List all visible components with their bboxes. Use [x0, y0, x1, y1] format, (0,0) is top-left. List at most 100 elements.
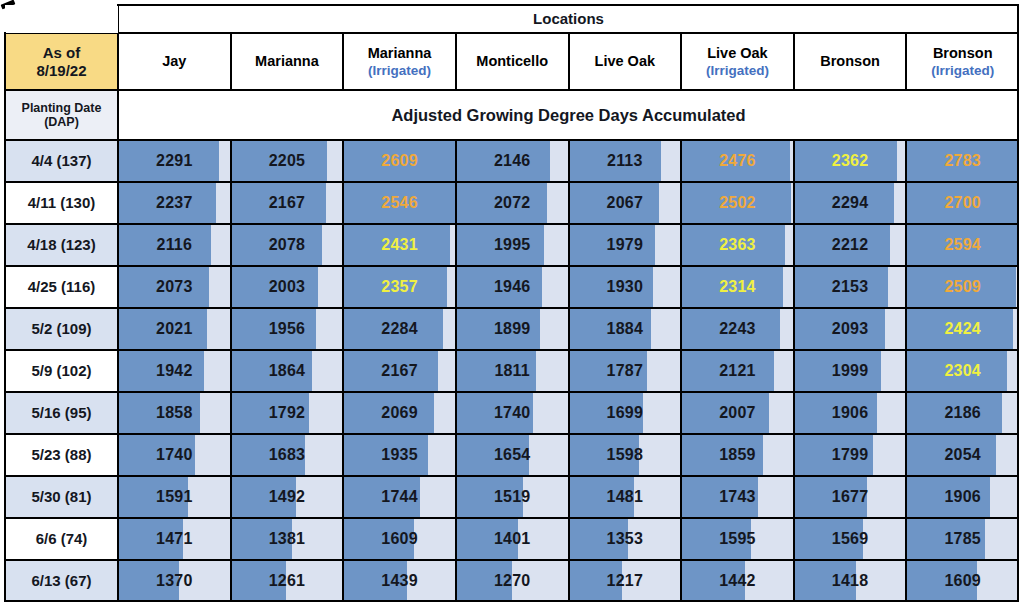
table-border-top: [117, 4, 1019, 6]
row-label: 5/2 (109): [5, 308, 118, 350]
data-cell: 1654: [456, 434, 569, 476]
data-cell: 2284: [343, 308, 456, 350]
data-cell: 2546: [343, 182, 456, 224]
adjusted-gdd-subtitle: Adjusted Growing Degree Days Accumulated: [118, 90, 1019, 140]
data-cell: 2021: [118, 308, 231, 350]
data-cell: 1787: [569, 350, 682, 392]
data-cell: 2146: [456, 140, 569, 182]
data-cell: 2509: [906, 266, 1019, 308]
data-cell: 2007: [681, 392, 794, 434]
data-cell: 1979: [569, 224, 682, 266]
data-cell: 1261: [231, 560, 344, 602]
data-cell: 1481: [569, 476, 682, 518]
data-cell: 2291: [118, 140, 231, 182]
data-cell: 2205: [231, 140, 344, 182]
data-cell: 2431: [343, 224, 456, 266]
data-cell: 1935: [343, 434, 456, 476]
data-cell: 1995: [456, 224, 569, 266]
data-cell: 1519: [456, 476, 569, 518]
row-label: 4/4 (137): [5, 140, 118, 182]
data-cell: 2700: [906, 182, 1019, 224]
data-cell: 2121: [681, 350, 794, 392]
data-cell: 1799: [794, 434, 907, 476]
data-cell: 2314: [681, 266, 794, 308]
data-cell: 1906: [906, 476, 1019, 518]
data-cell: 1353: [569, 518, 682, 560]
data-cell: 2502: [681, 182, 794, 224]
data-cell: 1370: [118, 560, 231, 602]
growing-degree-days-table: Locations As of 8/19/22 Jay Marianna Mar…: [5, 5, 1019, 602]
table-border-left: [4, 32, 6, 602]
data-cell: 2073: [118, 266, 231, 308]
data-cell: 1595: [681, 518, 794, 560]
data-cell: 2243: [681, 308, 794, 350]
data-cell: 1858: [118, 392, 231, 434]
row-label: 5/30 (81): [5, 476, 118, 518]
data-cell: 1699: [569, 392, 682, 434]
row-label: 6/6 (74): [5, 518, 118, 560]
table-border-right: [1017, 4, 1019, 602]
data-cell: 1899: [456, 308, 569, 350]
row-label: 4/11 (130): [5, 182, 118, 224]
data-cell: 1740: [456, 392, 569, 434]
data-cell: 2113: [569, 140, 682, 182]
data-cell: 1744: [343, 476, 456, 518]
as-of-date: 8/19/22: [36, 62, 86, 79]
table-border-bottom: [4, 600, 1019, 602]
data-cell: 2294: [794, 182, 907, 224]
data-cell: 1683: [231, 434, 344, 476]
data-cell: 1956: [231, 308, 344, 350]
column-header-live-oak: Live Oak: [569, 33, 682, 90]
data-cell: 1569: [794, 518, 907, 560]
data-cell: 2116: [118, 224, 231, 266]
locations-header: Locations: [118, 5, 1019, 33]
row-label: 5/16 (95): [5, 392, 118, 434]
data-cell: 1492: [231, 476, 344, 518]
data-cell: 1471: [118, 518, 231, 560]
gdd-table-page: Locations As of 8/19/22 Jay Marianna Mar…: [0, 0, 1024, 611]
data-cell: 1401: [456, 518, 569, 560]
data-cell: 2054: [906, 434, 1019, 476]
data-cell: 1270: [456, 560, 569, 602]
row-label: 5/23 (88): [5, 434, 118, 476]
data-cell: 1811: [456, 350, 569, 392]
data-cell: 1439: [343, 560, 456, 602]
data-cell: 2067: [569, 182, 682, 224]
data-cell: 1418: [794, 560, 907, 602]
data-cell: 1598: [569, 434, 682, 476]
data-cell: 2424: [906, 308, 1019, 350]
as-of-date-header: As of 8/19/22: [5, 33, 118, 90]
data-cell: 2003: [231, 266, 344, 308]
row-label: 5/9 (102): [5, 350, 118, 392]
data-cell: 1609: [906, 560, 1019, 602]
data-cell: 2212: [794, 224, 907, 266]
data-cell: 1942: [118, 350, 231, 392]
data-cell: 2362: [794, 140, 907, 182]
data-cell: 1884: [569, 308, 682, 350]
as-of-label: As of: [43, 44, 81, 61]
row-label: 4/25 (116): [5, 266, 118, 308]
data-cell: 2594: [906, 224, 1019, 266]
data-cell: 2167: [231, 182, 344, 224]
data-cell: 1381: [231, 518, 344, 560]
data-cell: 2072: [456, 182, 569, 224]
column-header-monticello: Monticello: [456, 33, 569, 90]
data-cell: 2093: [794, 308, 907, 350]
column-header-marianna-irrigated: Marianna (Irrigated): [343, 33, 456, 90]
column-header-bronson: Bronson: [794, 33, 907, 90]
data-cell: 2167: [343, 350, 456, 392]
data-cell: 1906: [794, 392, 907, 434]
data-cell: 1999: [794, 350, 907, 392]
data-cell: 1792: [231, 392, 344, 434]
data-cell: 2237: [118, 182, 231, 224]
blank-corner-cell: [5, 5, 118, 33]
data-cell: 2363: [681, 224, 794, 266]
column-header-jay: Jay: [118, 33, 231, 90]
data-cell: 2783: [906, 140, 1019, 182]
data-cell: 1864: [231, 350, 344, 392]
data-cell: 2357: [343, 266, 456, 308]
data-cell: 1930: [569, 266, 682, 308]
row-label: 6/13 (67): [5, 560, 118, 602]
data-cell: 1217: [569, 560, 682, 602]
data-cell: 2153: [794, 266, 907, 308]
